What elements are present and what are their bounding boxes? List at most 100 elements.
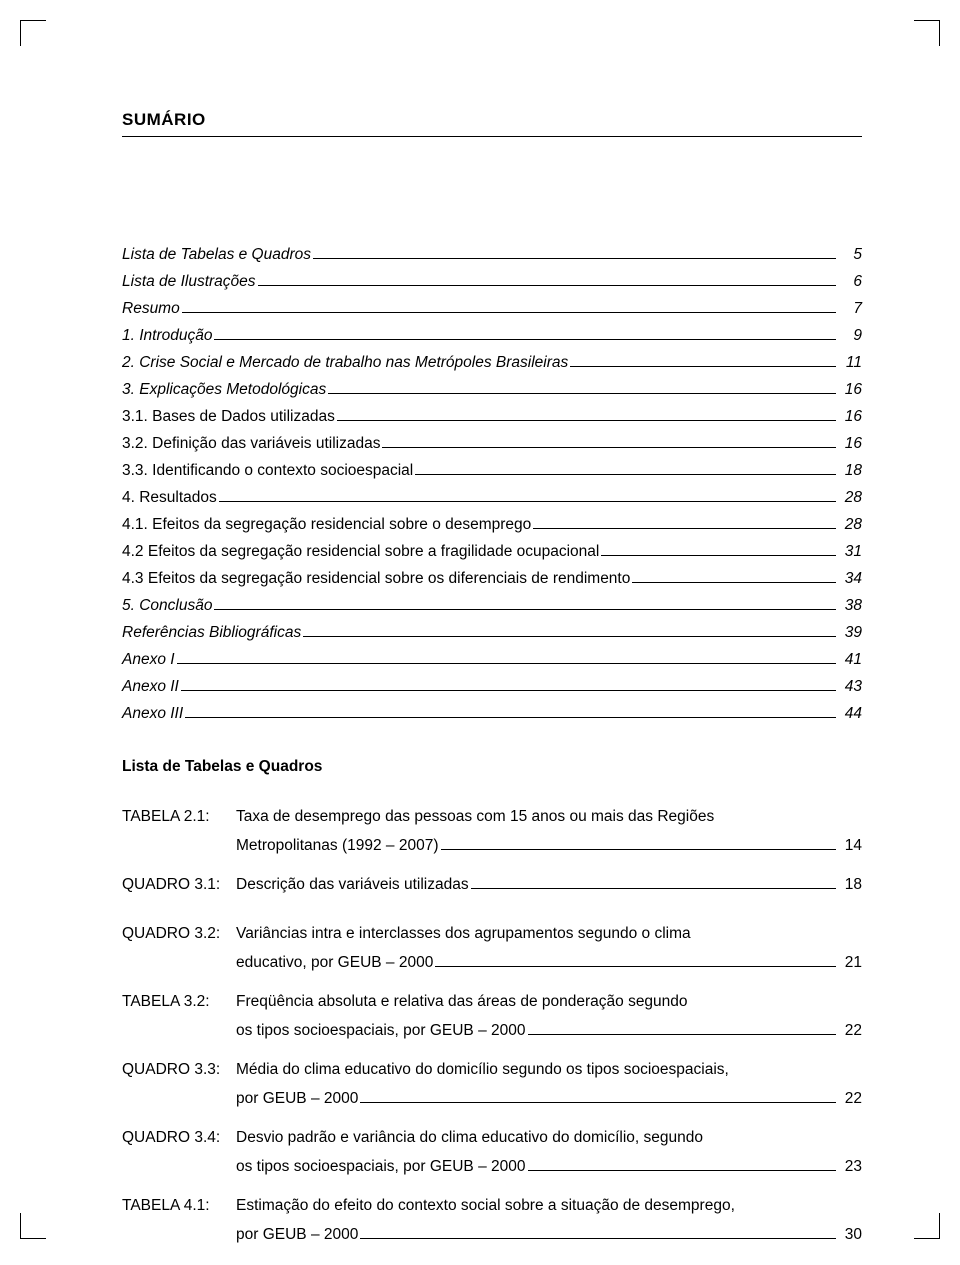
table-page: 14 (840, 837, 862, 855)
table-leader (441, 849, 837, 850)
toc-label: Lista de Tabelas e Quadros (122, 247, 311, 263)
toc-page: 7 (840, 301, 862, 317)
table-text: Desvio padrão e variância do clima educa… (236, 1129, 703, 1147)
toc-page: 41 (840, 652, 862, 668)
toc-page: 18 (840, 463, 862, 479)
toc-row: 4. Resultados28 (122, 490, 862, 506)
toc-leader (214, 339, 836, 340)
toc-leader (303, 636, 836, 637)
toc-label: 3. Explicações Metodológicas (122, 382, 326, 398)
toc-row: 3. Explicações Metodológicas16 (122, 382, 862, 398)
table-page: 18 (840, 876, 862, 894)
table-line: Média do clima educativo do domicílio se… (236, 1061, 862, 1079)
toc-leader (258, 285, 836, 286)
toc-label: 3.3. Identificando o contexto socioespac… (122, 463, 413, 479)
toc-label: 2. Crise Social e Mercado de trabalho na… (122, 355, 568, 371)
toc-row: 3.3. Identificando o contexto socioespac… (122, 463, 862, 479)
table-of-contents: Lista de Tabelas e Quadros5Lista de Ilus… (122, 247, 862, 722)
toc-label: 3.1. Bases de Dados utilizadas (122, 409, 335, 425)
crop-mark (939, 1213, 940, 1239)
toc-page: 38 (840, 598, 862, 614)
table-entry: TABELA 3.2:Freqüência absoluta e relativ… (122, 993, 862, 1051)
table-text: por GEUB – 2000 (236, 1090, 358, 1108)
table-entry: QUADRO 3.2:Variâncias intra e interclass… (122, 925, 862, 983)
toc-page: 43 (840, 679, 862, 695)
toc-leader (219, 501, 836, 502)
toc-row: 4.1. Efeitos da segregação residencial s… (122, 517, 862, 533)
toc-label: 4.1. Efeitos da segregação residencial s… (122, 517, 531, 533)
section-title: SUMÁRIO (122, 110, 862, 137)
toc-label: Resumo (122, 301, 180, 317)
table-page: 23 (840, 1158, 862, 1176)
content-area: SUMÁRIO Lista de Tabelas e Quadros5Lista… (122, 110, 862, 1265)
table-entry: TABELA 2.1:Taxa de desemprego das pessoa… (122, 808, 862, 866)
toc-leader (182, 312, 836, 313)
crop-mark (20, 1213, 21, 1239)
page: SUMÁRIO Lista de Tabelas e Quadros5Lista… (0, 0, 960, 1259)
toc-leader (601, 555, 836, 556)
toc-row: 2. Crise Social e Mercado de trabalho na… (122, 355, 862, 371)
table-line: Freqüência absoluta e relativa das áreas… (236, 993, 862, 1011)
table-leader (360, 1238, 836, 1239)
toc-leader (632, 582, 836, 583)
table-leader (528, 1170, 837, 1171)
toc-page: 16 (840, 409, 862, 425)
table-body: Desvio padrão e variância do clima educa… (236, 1129, 862, 1187)
table-leader (528, 1034, 837, 1035)
table-text: Freqüência absoluta e relativa das áreas… (236, 993, 688, 1011)
table-page: 30 (840, 1226, 862, 1244)
toc-leader (382, 447, 836, 448)
table-body: Estimação do efeito do contexto social s… (236, 1197, 862, 1255)
toc-leader (415, 474, 836, 475)
table-line: os tipos socioespaciais, por GEUB – 2000… (236, 1022, 862, 1040)
toc-page: 28 (840, 517, 862, 533)
toc-page: 16 (840, 436, 862, 452)
table-page: 21 (840, 954, 862, 972)
toc-label: 5. Conclusão (122, 598, 212, 614)
toc-page: 6 (840, 274, 862, 290)
toc-page: 5 (840, 247, 862, 263)
table-line: por GEUB – 200030 (236, 1226, 862, 1244)
table-text: Média do clima educativo do domicílio se… (236, 1061, 729, 1079)
table-key: QUADRO 3.1: (122, 876, 236, 894)
toc-leader (177, 663, 836, 664)
table-line: educativo, por GEUB – 200021 (236, 954, 862, 972)
toc-leader (181, 690, 836, 691)
table-text: Variâncias intra e interclasses dos agru… (236, 925, 691, 943)
table-body: Taxa de desemprego das pessoas com 15 an… (236, 808, 862, 866)
crop-mark (20, 20, 46, 21)
table-line: Taxa de desemprego das pessoas com 15 an… (236, 808, 862, 826)
toc-row: 4.2 Efeitos da segregação residencial so… (122, 544, 862, 560)
toc-page: 28 (840, 490, 862, 506)
table-page: 22 (840, 1022, 862, 1040)
table-key: QUADRO 3.2: (122, 925, 236, 943)
toc-leader (337, 420, 836, 421)
table-body: Média do clima educativo do domicílio se… (236, 1061, 862, 1119)
toc-row: 3.1. Bases de Dados utilizadas 16 (122, 409, 862, 425)
table-text: Metropolitanas (1992 – 2007) (236, 837, 439, 855)
toc-row: Resumo 7 (122, 301, 862, 317)
table-line: Desvio padrão e variância do clima educa… (236, 1129, 862, 1147)
table-key: TABELA 4.1: (122, 1197, 236, 1215)
crop-mark (20, 1238, 46, 1239)
toc-label: Anexo III (122, 706, 183, 722)
toc-label: 1. Introdução (122, 328, 212, 344)
table-page: 22 (840, 1090, 862, 1108)
crop-mark (914, 20, 940, 21)
toc-leader (185, 717, 836, 718)
table-line: por GEUB – 2000 22 (236, 1090, 862, 1108)
table-key: QUADRO 3.4: (122, 1129, 236, 1147)
table-key: QUADRO 3.3: (122, 1061, 236, 1079)
toc-page: 44 (840, 706, 862, 722)
table-leader (360, 1102, 836, 1103)
table-line: os tipos socioespaciais, por GEUB – 2000… (236, 1158, 862, 1176)
table-line: Estimação do efeito do contexto social s… (236, 1197, 862, 1215)
tables-list: TABELA 2.1:Taxa de desemprego das pessoa… (122, 808, 862, 1255)
toc-label: Referências Bibliográficas (122, 625, 301, 641)
crop-mark (914, 1238, 940, 1239)
toc-row: 4.3 Efeitos da segregação residencial so… (122, 571, 862, 587)
toc-label: 3.2. Definição das variáveis utilizadas (122, 436, 380, 452)
crop-mark (939, 20, 940, 46)
table-entry: TABELA 4.1:Estimação do efeito do contex… (122, 1197, 862, 1255)
table-entry: QUADRO 3.3:Média do clima educativo do d… (122, 1061, 862, 1119)
